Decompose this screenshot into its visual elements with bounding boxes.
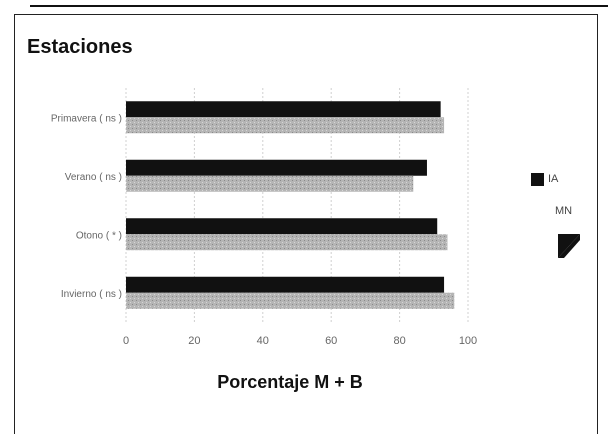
bar-mn [126, 117, 445, 134]
chart-title: Estaciones [27, 36, 133, 58]
legend-swatch-ia [531, 173, 544, 186]
legend-label-mn: MN [555, 205, 573, 217]
bar-ia [126, 218, 438, 235]
legend-label-ia: IA [548, 173, 559, 185]
x-tick-label: 100 [459, 335, 477, 347]
bar-mn [126, 292, 455, 309]
category-label: Invierno ( ns ) [61, 289, 122, 300]
x-tick-label: 60 [325, 335, 337, 347]
bar-mn [126, 234, 448, 251]
bars [126, 101, 455, 309]
x-tick-label: 0 [123, 335, 129, 347]
top-border-line [30, 5, 608, 7]
category-label: Verano ( ns ) [65, 172, 122, 183]
legend-swatch-mn [558, 234, 580, 258]
x-tick-label: 80 [393, 335, 405, 347]
x-tick-label: 20 [188, 335, 200, 347]
bar-ia [126, 276, 445, 293]
bar-mn [126, 175, 414, 192]
category-label: Primavera ( ns ) [51, 113, 122, 124]
bar-ia [126, 101, 441, 118]
x-tick-label: 40 [257, 335, 269, 347]
category-label: Otono ( * ) [76, 230, 122, 241]
chart-frame [14, 14, 598, 434]
grid-lines [125, 88, 469, 322]
bar-chart: 0 20 40 60 80 100 Primavera ( ns ) Verano ( ns … [51, 88, 477, 347]
bar-ia [126, 159, 427, 176]
x-axis-label: Porcentaje M + B [217, 372, 363, 392]
labels: 0 20 40 60 80 100 Primavera ( ns ) Verano ( ns … [51, 113, 477, 347]
